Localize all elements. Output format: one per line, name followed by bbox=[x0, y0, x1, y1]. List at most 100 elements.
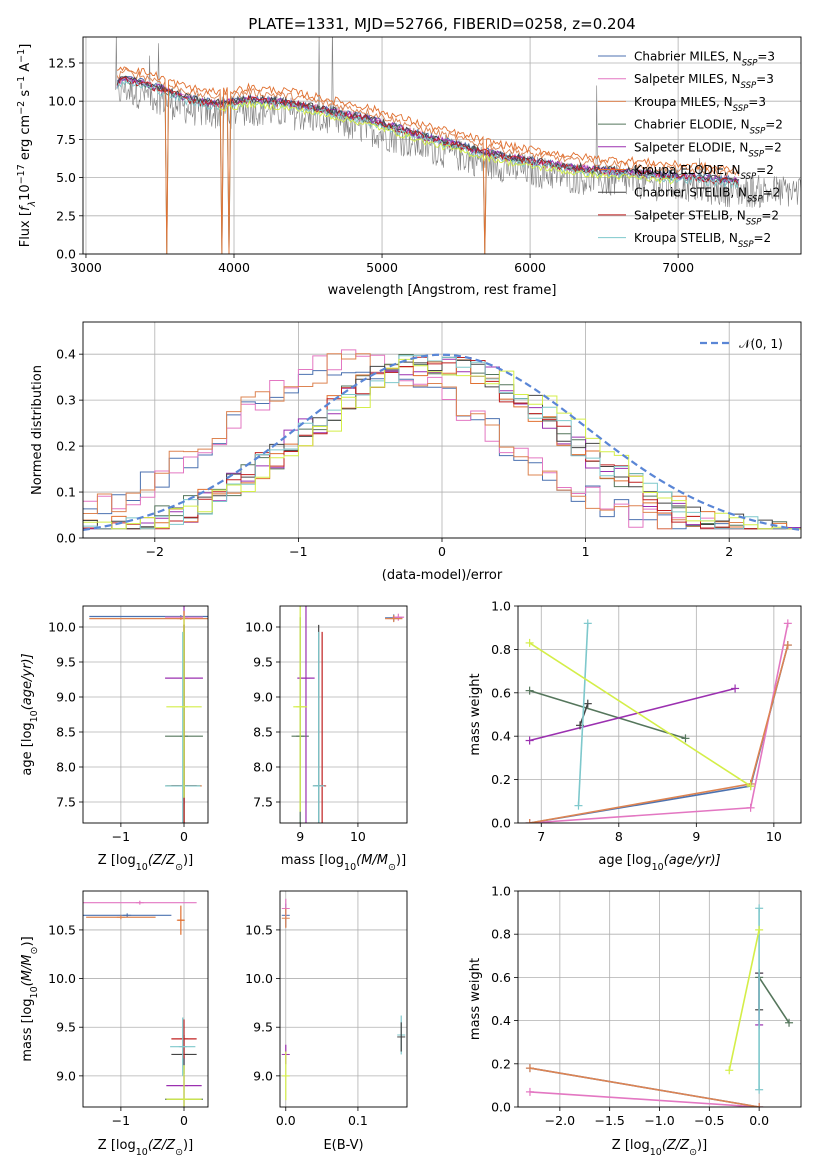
y-tick-label: 10.0 bbox=[48, 620, 76, 635]
axes-frame bbox=[82, 36, 802, 255]
y-tick-label: 9.5 bbox=[253, 655, 273, 670]
ticks: −2.0 −1.5 −1.0 −0.5 0.0 0.0 0.2 0.4 0.6 0.8 1.0 bbox=[491, 884, 769, 1129]
y-tick-label: 8.0 bbox=[253, 760, 273, 775]
y-tick-label: 0.0 bbox=[491, 1100, 511, 1115]
y-tick-label: 1.0 bbox=[491, 884, 511, 899]
x-tick-label: −1 bbox=[112, 829, 130, 844]
label-part: λ bbox=[27, 201, 38, 208]
y-tick-label: 10.5 bbox=[245, 922, 273, 937]
x-axis-label: wavelength [Angstrom, rest frame] bbox=[328, 283, 557, 298]
grid bbox=[518, 605, 801, 824]
plot-area bbox=[83, 900, 203, 1107]
label-part: )] bbox=[697, 1138, 707, 1153]
legend-sub: SSP bbox=[747, 195, 763, 205]
legend-sub: SSP bbox=[738, 240, 754, 250]
x-tick-label: 5000 bbox=[366, 260, 398, 275]
axes-frame bbox=[279, 890, 408, 1108]
legend-sub: SSP bbox=[746, 217, 762, 227]
y-tick-label: 7.5 bbox=[56, 795, 76, 810]
y-axis-label: age [log10(age/yr)] bbox=[20, 653, 40, 775]
label-part: ⊙ bbox=[388, 862, 396, 873]
y-tick-label: 7.5 bbox=[56, 132, 76, 147]
label-part: 10 bbox=[136, 1147, 148, 1158]
legend-entry: Kroupa MILES, NSSP=3 bbox=[634, 95, 766, 114]
label-part: ⊙ bbox=[175, 862, 183, 873]
legend-entry: Chabrier STELIB, NSSP=2 bbox=[634, 186, 780, 205]
y-tick-label: 9.0 bbox=[253, 1068, 273, 1083]
x-tick-label: 0.0 bbox=[276, 1113, 296, 1128]
x-axis-label: Z [log10(Z/Z⊙)] bbox=[98, 853, 193, 873]
label-part: (Z/Z bbox=[662, 1138, 690, 1153]
weight-line-8 bbox=[577, 623, 589, 806]
x-tick-label: −2.0 bbox=[545, 1113, 575, 1128]
label-part: ⊙ bbox=[175, 1147, 183, 1158]
y-tick-label: 0.8 bbox=[491, 642, 511, 657]
x-tick-label: −1.0 bbox=[644, 1113, 674, 1128]
weight-line-1 bbox=[529, 1091, 760, 1107]
legend-entry: Salpeter MILES, NSSP=3 bbox=[634, 72, 774, 91]
legend-label: Chabrier MILES, N bbox=[634, 50, 742, 64]
weight-line-2 bbox=[529, 644, 789, 823]
legend-label: Chabrier ELODIE, N bbox=[634, 118, 750, 132]
weight-line-9 bbox=[529, 642, 752, 787]
y-tick-label: 0.6 bbox=[491, 685, 511, 700]
y-tick-label: 9.5 bbox=[56, 655, 76, 670]
ticks: 3000 4000 5000 6000 7000 0.0 2.5 5.0 7.5 10.0 12.5 bbox=[48, 55, 694, 275]
data-spectrum bbox=[115, 37, 801, 208]
label-part: ⊙ bbox=[689, 1147, 697, 1158]
y-tick-label: 0.4 bbox=[491, 1013, 511, 1028]
y-tick-label: 12.5 bbox=[48, 55, 76, 70]
x-tick-label: 0.1 bbox=[348, 1113, 368, 1128]
x-axis-label: mass [log10(M/M⊙)] bbox=[281, 853, 406, 873]
legend-label: Kroupa MILES, N bbox=[634, 95, 733, 109]
legend-sub: SSP bbox=[750, 127, 766, 137]
y-tick-label: 7.5 bbox=[253, 795, 273, 810]
label-part: ] bbox=[18, 44, 33, 49]
label-part: )] bbox=[183, 1138, 193, 1153]
y-tick-label: 8.5 bbox=[56, 725, 76, 740]
x-tick-label: 10 bbox=[766, 829, 782, 844]
label-part: −17 bbox=[16, 164, 27, 184]
y-tick-label: 9.0 bbox=[253, 690, 273, 705]
x-tick-label: 0.0 bbox=[749, 1113, 769, 1128]
legend-suffix: =3 bbox=[748, 95, 766, 109]
x-tick-label: 6000 bbox=[514, 260, 546, 275]
label-part: −1 bbox=[16, 49, 27, 63]
y-tick-label: 9.0 bbox=[56, 1068, 76, 1083]
x-tick-label: 8 bbox=[615, 829, 623, 844]
y-axis-label: Flux [fλ10−17 erg cm−2 s−1 A−1] bbox=[16, 44, 38, 248]
y-tick-label: 0.6 bbox=[491, 970, 511, 985]
label-part: −2 bbox=[16, 101, 27, 115]
label-part: )] bbox=[183, 853, 193, 868]
x-tick-label: 0 bbox=[438, 544, 446, 559]
y-tick-label: 0.0 bbox=[491, 816, 511, 831]
axes-age_vs_z: −1 07.58.08.59.09.510.0Z [log10(Z/Z⊙)]age… bbox=[20, 605, 209, 873]
legend-label: Chabrier STELIB, N bbox=[634, 186, 747, 200]
label-part: )] bbox=[396, 853, 406, 868]
label-part: )] bbox=[20, 936, 35, 946]
label-part: (Z/Z bbox=[148, 1138, 176, 1153]
label-part: Z [log bbox=[98, 853, 136, 868]
plot-area bbox=[525, 619, 792, 823]
x-axis-label: E(B-V) bbox=[323, 1138, 363, 1153]
axes-frame bbox=[517, 890, 802, 1108]
axes-weight_vs_z: −2.0 −1.5 −1.0 −0.5 0.0 0.0 0.2 0.4 0.6 0.8 1.0 Z [… bbox=[468, 884, 802, 1158]
legend-entry: Salpeter ELODIE, NSSP=2 bbox=[634, 140, 782, 159]
legend-label: Kroupa STELIB, N bbox=[634, 231, 738, 245]
y-tick-label: 9.5 bbox=[253, 1020, 273, 1035]
legend: Chabrier MILES, N SSP =3 Salpeter MILES, NS… bbox=[598, 50, 783, 250]
legend-sub: SSP bbox=[741, 81, 757, 91]
legend-label: Kroupa ELODIE, N bbox=[634, 163, 741, 177]
legend-suffix: =2 bbox=[754, 231, 772, 245]
y-axis-label: mass weight bbox=[468, 673, 483, 755]
legend-label: Salpeter STELIB, N bbox=[634, 208, 746, 222]
histogram-9 bbox=[83, 358, 801, 530]
x-tick-label: −1 bbox=[289, 544, 307, 559]
axes-mass_vs_z: −1 09.09.510.010.5Z [log10(Z/Z⊙)]mass [lo… bbox=[20, 890, 209, 1158]
gaussian-curve bbox=[83, 353, 801, 531]
y-tick-label: 10.0 bbox=[48, 971, 76, 986]
x-tick-label: 10 bbox=[350, 829, 366, 844]
y-tick-label: 9.0 bbox=[56, 690, 76, 705]
